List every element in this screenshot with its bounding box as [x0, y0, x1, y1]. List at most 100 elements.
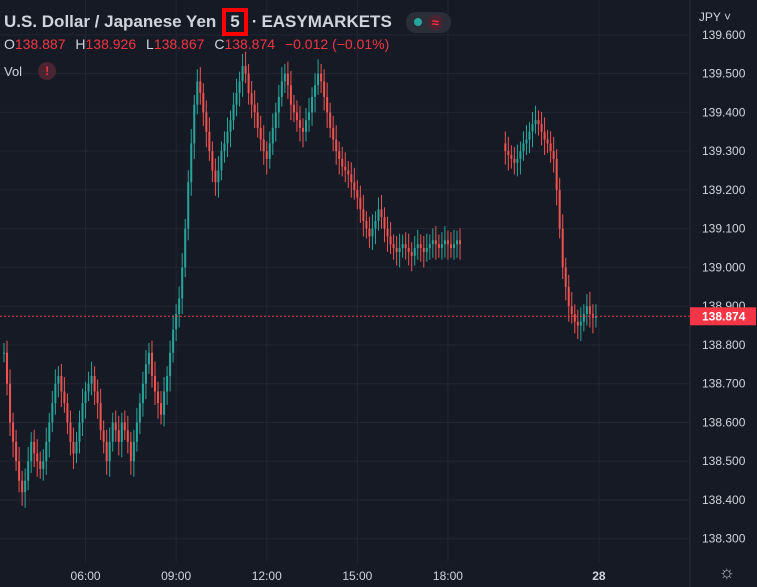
candle-body — [202, 93, 204, 112]
volume-label: Vol — [4, 64, 22, 79]
candle-body — [148, 353, 150, 365]
candle-body — [103, 430, 105, 442]
candle-body — [525, 140, 527, 144]
candle-body — [323, 81, 325, 97]
candle-body — [329, 112, 331, 128]
candle-body — [362, 209, 364, 221]
candle-body — [377, 209, 379, 221]
candle-body — [136, 422, 138, 441]
candle-body — [414, 248, 416, 256]
candle-body — [456, 240, 458, 244]
open-value: 138.887 — [15, 36, 66, 52]
low-value: 138.867 — [154, 36, 205, 52]
volume-legend[interactable]: Vol ! — [4, 62, 56, 80]
candle-body — [371, 229, 373, 237]
y-tick-label: 138.800 — [702, 338, 746, 352]
gear-icon[interactable]: ☼ — [719, 562, 736, 583]
candle-body — [9, 384, 11, 423]
candle-body — [293, 105, 295, 113]
candle-body — [450, 244, 452, 248]
y-tick-label: 138.300 — [702, 532, 746, 546]
candle-body — [260, 128, 262, 140]
candle-body — [574, 314, 576, 322]
y-tick-label: 138.400 — [702, 493, 746, 507]
candle-body — [417, 244, 419, 248]
warning-icon[interactable]: ! — [38, 62, 56, 80]
candle-body — [408, 248, 410, 252]
candle-body — [532, 124, 534, 132]
y-tick-label: 139.500 — [702, 67, 746, 81]
candle-body — [374, 221, 376, 229]
candle-body — [18, 461, 20, 480]
market-status-pill[interactable]: ≈ — [406, 12, 451, 33]
candle-body — [296, 112, 298, 120]
candle-body — [299, 120, 301, 128]
candle-body — [519, 151, 521, 159]
candle-body — [513, 159, 515, 163]
candle-body — [510, 155, 512, 159]
candle-body — [242, 66, 244, 82]
candle-body — [223, 143, 225, 151]
candle-body — [63, 391, 65, 403]
symbol-legend[interactable]: U.S. Dollar / Japanese Yen 5 · EASYMARKE… — [4, 8, 451, 36]
candle-body — [72, 442, 74, 454]
candle-body — [21, 481, 23, 493]
candle-body — [251, 93, 253, 105]
candle-body — [214, 171, 216, 183]
candle-body — [233, 105, 235, 121]
candle-body — [39, 461, 41, 469]
ohlc-legend: O138.887 H138.926 L138.867 C138.874 −0.0… — [4, 36, 395, 52]
candle-body — [97, 391, 99, 403]
candle-body — [33, 442, 35, 454]
candle-body — [504, 143, 506, 151]
candle-body — [453, 244, 455, 248]
currency-selector[interactable]: JPY ˅ — [699, 10, 731, 24]
candle-body — [538, 120, 540, 124]
candle-body — [172, 329, 174, 352]
candle-body — [547, 140, 549, 144]
candle-body — [163, 391, 165, 414]
candle-body — [36, 453, 38, 461]
candle-body — [6, 353, 8, 384]
candle-body — [281, 81, 283, 97]
change-value: −0.012 (−0.01%) — [285, 36, 389, 52]
x-tick-label: 15:00 — [342, 569, 372, 583]
candle-body — [441, 244, 443, 248]
candle-body — [205, 112, 207, 131]
y-tick-label: 139.600 — [702, 28, 746, 42]
candle-body — [184, 229, 186, 268]
candle-body — [3, 353, 5, 354]
y-tick-label: 139.100 — [702, 222, 746, 236]
candle-body — [381, 209, 383, 217]
candle-body — [420, 244, 422, 248]
y-tick-label: 138.700 — [702, 377, 746, 391]
candle-body — [254, 105, 256, 113]
candle-body — [311, 97, 313, 113]
candle-body — [100, 403, 102, 430]
candle-body — [586, 306, 588, 314]
interval-label[interactable]: 5 — [222, 8, 247, 36]
candle-body — [145, 364, 147, 383]
candle-body — [51, 403, 53, 422]
candle-body — [187, 182, 189, 229]
candle-body — [356, 190, 358, 198]
candle-body — [577, 322, 579, 326]
candle-body — [94, 376, 96, 392]
candle-body — [399, 248, 401, 252]
candle-body — [556, 159, 558, 190]
candle-body — [435, 240, 437, 244]
candle-body — [151, 353, 153, 376]
candle-body — [121, 422, 123, 441]
candle-body — [230, 120, 232, 132]
candle-body — [208, 132, 210, 151]
y-tick-label: 138.500 — [702, 454, 746, 468]
candle-body — [405, 244, 407, 248]
x-tick-label: 28 — [592, 569, 606, 583]
price-axis: 138.300 138.400 138.500 138.600 138.700 138.8… — [702, 28, 746, 546]
candles — [3, 52, 597, 508]
candle-body — [568, 287, 570, 306]
candle-body — [550, 143, 552, 151]
candle-body — [275, 112, 277, 128]
candle-body — [57, 376, 59, 384]
